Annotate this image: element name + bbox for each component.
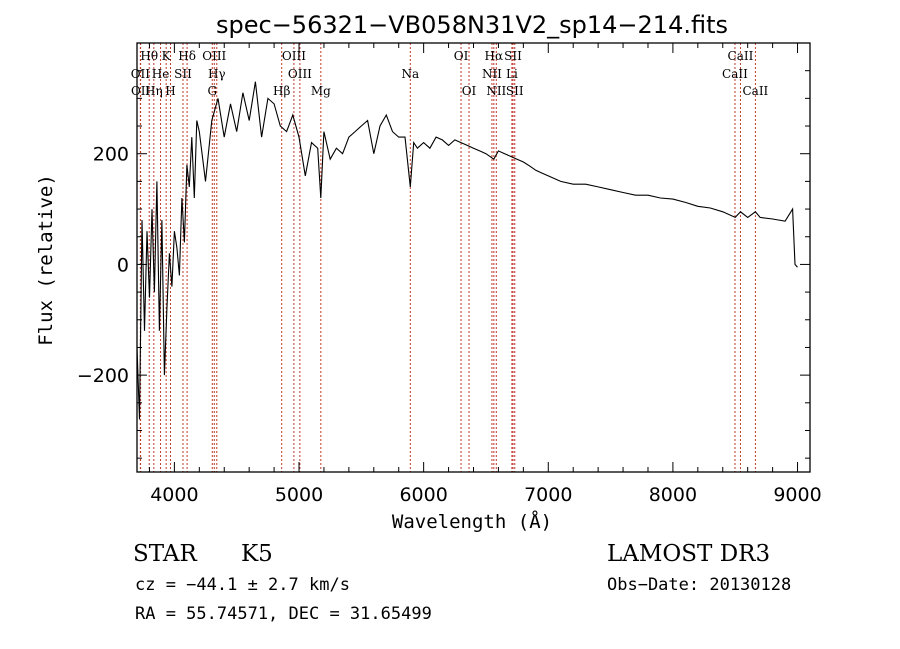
y-tick-label: 200 [93, 144, 129, 166]
line-label: OIII [282, 49, 306, 63]
y-tick-label: 0 [117, 254, 129, 276]
x-tick-label: 4000 [150, 484, 198, 506]
emission-line-markers [139, 43, 756, 472]
object-subclass: K5 [241, 541, 273, 567]
y-tick-label: −200 [77, 365, 129, 387]
x-tick-label: 5000 [275, 484, 323, 506]
flux-series-line [136, 81, 798, 420]
line-label: CaII [742, 84, 768, 98]
line-label: Hα [485, 49, 504, 63]
y-axis-label: Flux (relative) [35, 174, 57, 346]
line-label: Hδ [178, 49, 196, 63]
line-label: CaII [728, 49, 754, 63]
x-axis-ticks: 4000 5000 6000 7000 8000 9000 [148, 43, 822, 506]
line-label: OI [454, 49, 469, 63]
coordinates: RA = 55.74571, DEC = 31.65499 [135, 604, 432, 624]
line-label: OII [131, 67, 151, 81]
line-label: Hγ [208, 67, 226, 81]
line-label: OIII [288, 67, 312, 81]
object-class: STAR [133, 541, 197, 567]
x-tick-label: 7000 [524, 484, 572, 506]
line-label: Li [506, 67, 518, 81]
line-label: NII [482, 67, 502, 81]
line-label: Hθ [140, 49, 158, 63]
line-label: SII [174, 67, 192, 81]
line-label: G [207, 84, 217, 98]
line-label: NII [486, 84, 506, 98]
line-label: OIII [202, 49, 226, 63]
x-axis-label: Wavelength (Å) [392, 510, 552, 533]
line-label: SII [504, 49, 522, 63]
line-label: Na [401, 67, 419, 81]
line-label: Hη [145, 84, 163, 98]
x-tick-label: 6000 [399, 484, 447, 506]
survey-name: LAMOST DR3 [607, 541, 770, 567]
x-tick-label: 9000 [773, 484, 821, 506]
line-label: H [165, 84, 175, 98]
redshift-velocity: cz = −44.1 ± 2.7 km/s [135, 575, 350, 595]
chart-title: spec−56321−VB058N31V2_sp14−214.fits [216, 11, 728, 39]
line-label: OII [131, 84, 151, 98]
line-label: He [152, 67, 170, 81]
line-label: K [162, 49, 172, 63]
observation-date: Obs−Date: 20130128 [607, 575, 791, 595]
line-label: CaII [722, 67, 748, 81]
line-label: OI [462, 84, 477, 98]
y-axis-ticks: 200 0 −200 [77, 70, 810, 459]
line-label: Hβ [273, 84, 290, 98]
line-label: SII [506, 84, 524, 98]
line-label: Mg [311, 84, 331, 98]
plot-frame [136, 42, 811, 473]
x-tick-label: 8000 [649, 484, 697, 506]
